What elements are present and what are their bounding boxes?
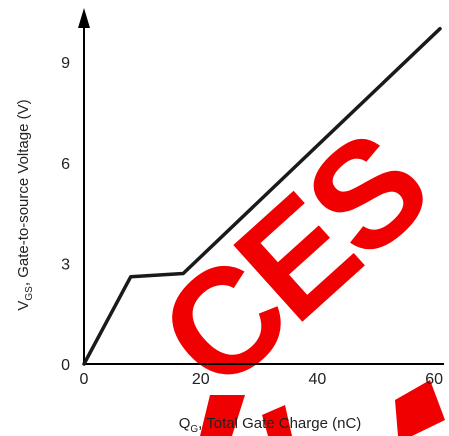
x-axis-title: QG, Total Gate Charge (nC) [179, 415, 362, 435]
axes [78, 8, 444, 365]
y-axis-title-main: V [15, 301, 32, 311]
x-axis-title-main: Q [179, 415, 191, 432]
series-line [82, 26, 442, 366]
y-tick-label: 6 [61, 156, 70, 173]
y-axis-arrow [78, 8, 90, 28]
x-tick-label: 0 [80, 371, 89, 388]
x-tick-label: 20 [192, 371, 210, 388]
x-axis-title-rest: , Total Gate Charge (nC) [198, 415, 361, 432]
y-tick-label: 3 [61, 256, 70, 273]
watermark-fragment [200, 395, 245, 436]
tick-labels: 0 20 40 60 0 3 6 9 [61, 55, 443, 388]
y-axis-title-sub: GS [24, 286, 35, 301]
watermark-fragment [395, 380, 445, 436]
x-tick-label: 60 [425, 371, 443, 388]
y-axis-title: VGS, Gate-to-source Voltage (V) [15, 99, 35, 310]
watermark-fragment [262, 405, 292, 436]
axis-titles: QG, Total Gate Charge (nC) VGS, Gate-to-… [15, 99, 361, 435]
x-axis-title-sub: G [190, 424, 198, 435]
svg-text:CES: CES [128, 101, 449, 421]
y-tick-label: 9 [61, 55, 70, 72]
watermark-text: CES [128, 101, 449, 421]
watermark: CES [128, 101, 449, 436]
y-axis-title-rest: , Gate-to-source Voltage (V) [15, 99, 32, 286]
x-tick-label: 40 [309, 371, 327, 388]
series [82, 26, 442, 366]
y-tick-label: 0 [61, 357, 70, 374]
